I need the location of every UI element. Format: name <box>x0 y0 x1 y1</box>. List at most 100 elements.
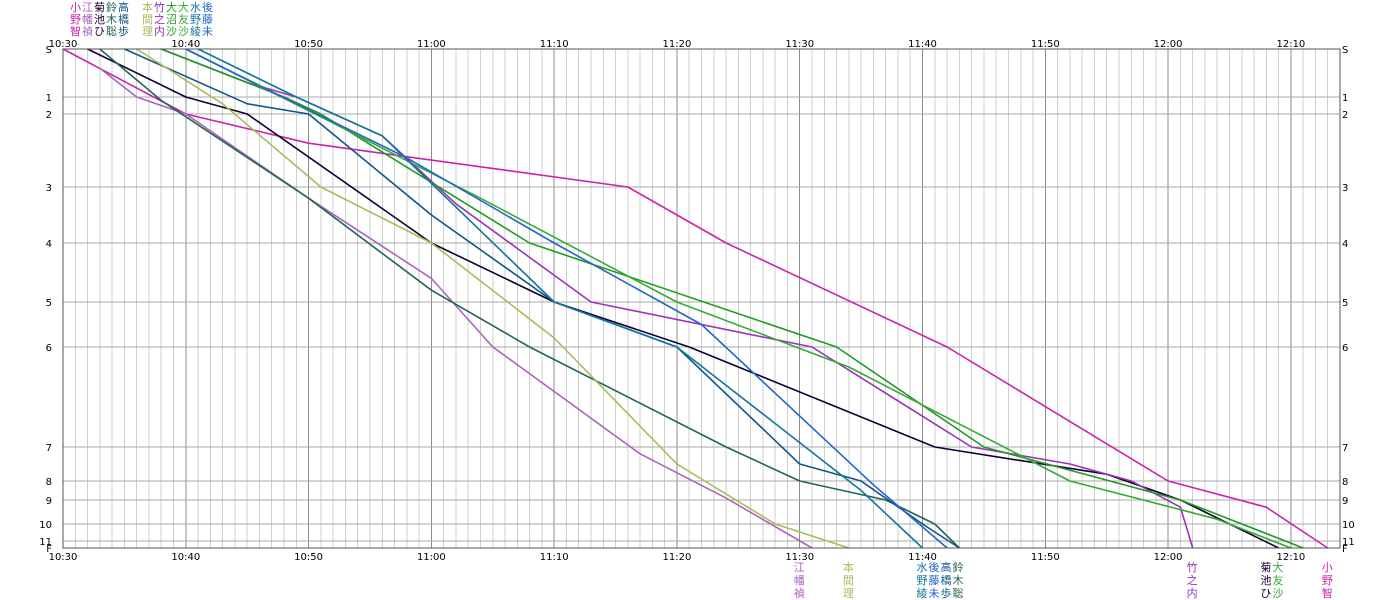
x-tick-label: 10:40 <box>171 39 200 50</box>
bottom-label-char: 理 <box>843 587 854 600</box>
y-tick-label: 4 <box>1342 239 1348 250</box>
y-tick-label: 5 <box>46 298 52 309</box>
y-tick-label: 2 <box>1342 110 1348 121</box>
top-label-char: 藤 <box>202 13 213 26</box>
bottom-label-char: 菊 <box>1260 561 1271 574</box>
top-label-char: ひ <box>94 25 105 38</box>
top-label-char: 橋 <box>118 12 129 26</box>
top-label-char: 智 <box>70 24 81 38</box>
bottom-label-char: 友 <box>1272 573 1283 587</box>
top-label-char: 江 <box>82 1 93 14</box>
top-label-char: 沼 <box>166 12 177 26</box>
x-tick-labels-top: 10:30 10:40 10:50 11:00 11:10 11:20 11:30 11:40… <box>49 39 1306 50</box>
top-label-char: 沙 <box>178 25 189 38</box>
top-label-char: 高 <box>118 0 129 14</box>
y-tick-label: F <box>1342 544 1348 555</box>
y-tick-label: 3 <box>46 183 52 194</box>
top-label-char: 幡 <box>82 12 93 26</box>
series-line-小野智 <box>62 48 1329 549</box>
y-tick-label: 7 <box>46 443 52 454</box>
x-tick-label: 11:10 <box>540 39 569 50</box>
top-label-char: 鈴 <box>106 0 117 14</box>
bottom-label-char: 聡 <box>953 586 964 600</box>
x-tick-label: 11:20 <box>663 552 692 563</box>
top-label-char: 聡 <box>106 24 117 38</box>
bottom-label-char: 内 <box>1187 586 1198 600</box>
top-label-char: 未 <box>202 25 213 38</box>
top-label-char: 池 <box>94 13 105 26</box>
series-lines <box>62 48 1329 549</box>
bottom-label-char: 竹 <box>1187 560 1198 574</box>
series-line-江幡禎 <box>99 67 813 549</box>
plot-frame <box>62 48 1341 549</box>
top-label-char: 菊 <box>94 1 105 14</box>
x-tick-label: 10:40 <box>171 552 200 563</box>
bottom-label-char: 野 <box>917 574 928 587</box>
bottom-label-char: 本 <box>843 560 854 574</box>
y-tick-label: 6 <box>1342 343 1348 354</box>
y-tick-label: 2 <box>46 110 52 121</box>
bottom-label-char: 木 <box>953 574 964 587</box>
x-tick-label: 12:00 <box>1154 39 1183 50</box>
bottom-label-char: 水 <box>917 561 928 574</box>
x-tick-label: 10:30 <box>49 552 78 563</box>
y-tick-label: F <box>46 544 52 555</box>
y-tick-label: 7 <box>1342 443 1348 454</box>
top-label-char: 水 <box>190 1 201 14</box>
y-tick-labels-left: S 1 2 3 4 5 6 7 8 9 10 11F <box>39 45 52 555</box>
x-tick-label: 11:30 <box>785 552 814 563</box>
x-tick-label: 11:00 <box>417 39 446 50</box>
y-tick-label: 5 <box>1342 298 1348 309</box>
bottom-label-char: 間 <box>843 574 854 587</box>
top-label-char: 之 <box>154 12 165 26</box>
bottom-label-char: 池 <box>1260 574 1271 587</box>
x-tick-label: 10:30 <box>49 39 78 50</box>
top-label-char: 間 <box>142 13 153 26</box>
bottom-label-char: 之 <box>1187 573 1198 587</box>
x-tick-label: 11:50 <box>1031 552 1060 563</box>
top-label-char: 本 <box>142 0 153 14</box>
x-tick-label: 11:20 <box>663 39 692 50</box>
y-tick-label: 11 <box>39 537 52 548</box>
top-label-char: 禎 <box>82 25 93 38</box>
x-tick-label: 11:10 <box>540 552 569 563</box>
y-tick-label: 9 <box>1342 496 1348 507</box>
bottom-label-char: 歩 <box>941 586 952 600</box>
x-tick-label: 12:10 <box>1276 39 1305 50</box>
top-label-char: 大 <box>166 0 177 14</box>
top-label-char: 沙 <box>166 25 177 38</box>
bottom-label-char: 藤 <box>929 574 940 587</box>
bottom-label-char: 小 <box>1322 561 1333 574</box>
top-label-char: 内 <box>154 24 165 38</box>
series-line-後藤未 <box>185 48 948 549</box>
y-tick-label: 1 <box>1342 93 1348 104</box>
bottom-label-char: 禎 <box>794 587 805 600</box>
top-label-char: 友 <box>178 12 189 26</box>
y-tick-label: S <box>1342 45 1348 56</box>
grid <box>62 48 1341 549</box>
series-line-大友沙 <box>185 48 1292 549</box>
y-tick-label: 8 <box>46 477 52 488</box>
x-tick-label: 11:40 <box>908 39 937 50</box>
y-tick-label: S <box>46 45 52 56</box>
y-tick-label: 3 <box>1342 183 1348 194</box>
top-label-char: 理 <box>142 25 153 38</box>
y-tick-label: 11 <box>1342 537 1355 548</box>
series-line-本間理 <box>136 48 850 549</box>
bottom-label-char: 江 <box>794 561 805 574</box>
x-tick-label: 11:00 <box>417 552 446 563</box>
x-tick-label: 10:50 <box>294 39 323 50</box>
series-line-大沼沙 <box>160 48 1304 549</box>
bottom-label-char: 後 <box>929 560 940 574</box>
bottom-label-char: 智 <box>1322 586 1333 600</box>
y-tick-label: 8 <box>1342 477 1348 488</box>
x-tick-label: 10:50 <box>294 552 323 563</box>
top-label-char: 野 <box>70 13 81 26</box>
y-tick-label: 9 <box>46 496 52 507</box>
top-label-char: 綾 <box>190 25 201 38</box>
plot-border <box>62 48 1341 549</box>
y-tick-label: 4 <box>46 239 52 250</box>
bottom-label-char: 綾 <box>917 587 928 600</box>
